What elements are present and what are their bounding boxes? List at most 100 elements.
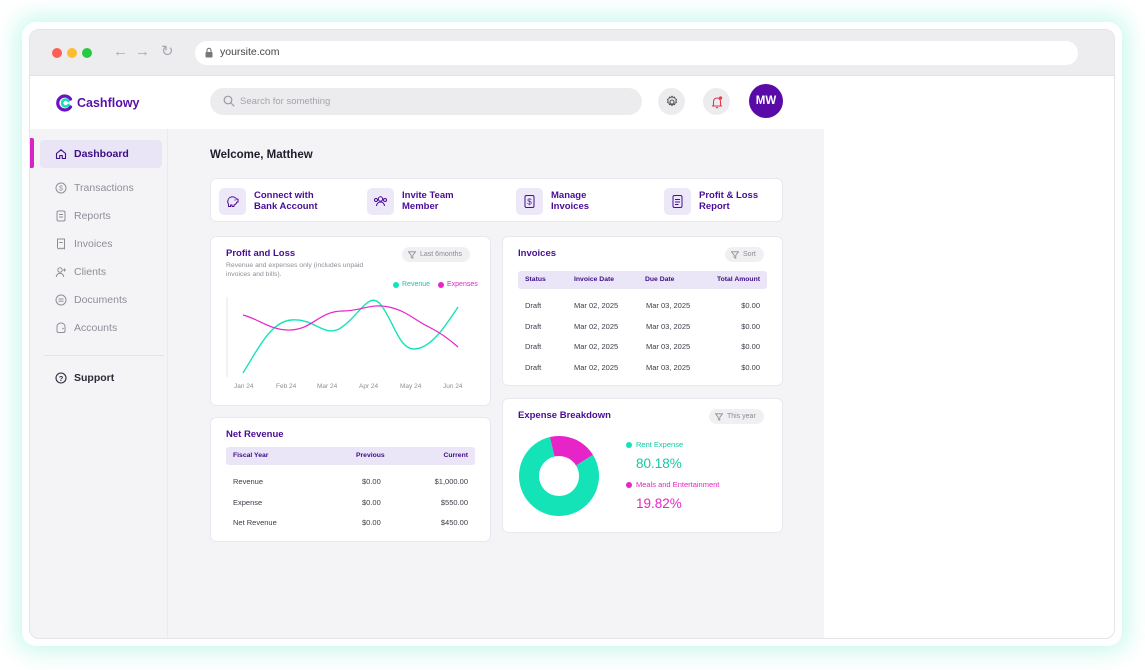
column-header: Invoice Date [574, 276, 615, 283]
expenses-line [242, 305, 459, 348]
sidebar-item-clients[interactable]: Clients [40, 258, 162, 286]
browser-window: ← → ↻ yoursite.com Cashflowy Search [29, 29, 1115, 639]
legend-meals-entertainment: Meals and Entertainment [626, 480, 719, 489]
notifications-button[interactable] [703, 88, 730, 115]
filter-icon [731, 250, 739, 259]
x-tick-label: Jan 24 [234, 383, 254, 390]
card-title: Invoices [518, 248, 557, 259]
logo-text: Cashflowy [77, 96, 140, 110]
x-tick-label: May 24 [400, 383, 422, 390]
connect-bank-action[interactable]: Connect with Bank Account [219, 186, 334, 216]
bell-icon [711, 95, 722, 108]
legend-dot [626, 441, 632, 448]
manage-invoices-action[interactable]: $ Manage Invoices [516, 186, 631, 216]
filter-label: Last 6months [420, 251, 463, 258]
meals-entertainment-percent: 19.82% [636, 496, 682, 511]
current-value: $1,000.00 [434, 477, 468, 486]
sidebar-item-transactions[interactable]: $ Transactions [40, 174, 162, 202]
sidebar-item-reports[interactable]: Reports [40, 202, 162, 230]
sidebar-item-label: Accounts [74, 322, 118, 334]
profit-loss-card: Profit and Loss Revenue and expenses onl… [210, 236, 491, 406]
total-amount: $0.00 [741, 301, 760, 310]
due-date: Mar 03, 2025 [646, 342, 691, 351]
action-label-line2: Member [402, 201, 439, 212]
main-content: Welcome, Matthew Connect with Bank Accou… [168, 129, 824, 638]
row-label: Revenue [233, 477, 264, 486]
rent-expense-percent: 80.18% [636, 456, 682, 471]
svg-text:$: $ [527, 197, 532, 206]
invoice-date: Mar 02, 2025 [574, 301, 619, 310]
column-header: Current [443, 452, 468, 459]
donut-slice-rent-expense [519, 437, 599, 516]
legend-revenue: Revenue [393, 281, 430, 288]
sidebar-item-label: Support [74, 372, 115, 384]
row-label: Net Revenue [233, 518, 277, 527]
sidebar: Dashboard $ Transactions Reports Invoice… [30, 129, 168, 638]
sidebar-item-support[interactable]: ? Support [40, 364, 162, 392]
period-filter[interactable]: This year [709, 409, 764, 424]
back-arrow-icon[interactable]: ← [113, 43, 128, 60]
column-header: Total Amount [716, 276, 760, 283]
donut-slice-meals-and-entertainment [549, 436, 593, 466]
invoice-status: Draft [525, 363, 542, 372]
net-revenue-card: Net Revenue Fiscal Year Previous Current… [210, 417, 491, 542]
sidebar-item-dashboard[interactable]: Dashboard [40, 140, 162, 168]
search-icon [223, 95, 235, 107]
revenue-line [242, 299, 459, 374]
avatar[interactable]: MW [749, 84, 783, 118]
reload-icon[interactable]: ↻ [161, 43, 174, 60]
sort-label: Sort [743, 251, 756, 258]
x-tick-label: Apr 24 [359, 383, 379, 390]
sidebar-item-label: Reports [74, 210, 111, 222]
x-tick-label: Mar 24 [317, 383, 338, 390]
column-header: Previous [356, 452, 385, 459]
minimize-window-button[interactable] [67, 48, 77, 58]
filter-label: This year [727, 413, 756, 420]
legend-dot [393, 281, 399, 288]
current-value: $450.00 [440, 518, 468, 527]
team-icon [367, 187, 394, 215]
search-placeholder: Search for something [240, 96, 331, 107]
legend-label: Revenue [402, 281, 431, 288]
due-date: Mar 03, 2025 [646, 363, 691, 372]
logo[interactable]: Cashflowy [56, 93, 140, 113]
quick-actions: Connect with Bank Account Invite Team Me… [210, 178, 783, 222]
legend-rent-expense: Rent Expense [626, 440, 683, 449]
action-label-line2: Bank Account [254, 201, 318, 212]
card-title: Profit and Loss [226, 248, 296, 259]
invoice-status: Draft [525, 342, 542, 351]
invoices-card: Invoices Sort Status Invoice Date Due Da… [502, 236, 783, 386]
avatar-initials: MW [755, 95, 777, 107]
maximize-window-button[interactable] [82, 48, 92, 58]
card-title: Expense Breakdown [518, 410, 611, 421]
sidebar-divider [44, 355, 164, 356]
column-header: Fiscal Year [233, 452, 269, 459]
sidebar-item-invoices[interactable]: Invoices [40, 230, 162, 258]
clients-icon [54, 265, 68, 279]
period-filter[interactable]: Last 6months [402, 247, 471, 262]
sidebar-item-label: Documents [74, 294, 128, 306]
sidebar-item-documents[interactable]: Documents [40, 286, 162, 314]
filter-icon [715, 412, 723, 421]
invite-team-action[interactable]: Invite Team Member [367, 186, 482, 216]
logo-icon [56, 94, 73, 112]
card-subtitle: Revenue and expenses only (includes unpa… [226, 262, 364, 278]
sort-button[interactable]: Sort [725, 247, 764, 262]
address-bar[interactable]: yoursite.com [195, 41, 1078, 65]
previous-value: $0.00 [362, 477, 381, 486]
sidebar-item-accounts[interactable]: Accounts [40, 314, 162, 342]
profit-loss-report-action[interactable]: Profit & Loss Report [664, 186, 779, 216]
sidebar-item-label: Dashboard [74, 148, 129, 160]
page-title: Welcome, Matthew [210, 149, 313, 161]
search-input[interactable]: Search for something [210, 88, 642, 115]
accounts-icon [54, 321, 68, 335]
legend-expenses: Expenses [438, 281, 478, 288]
piggy-bank-icon [219, 187, 246, 215]
settings-button[interactable] [658, 88, 685, 115]
forward-arrow-icon[interactable]: → [135, 43, 150, 60]
invoice-date: Mar 02, 2025 [574, 363, 619, 372]
current-value: $550.00 [440, 498, 468, 507]
close-window-button[interactable] [52, 48, 62, 58]
active-indicator [30, 138, 34, 168]
invoice-date: Mar 02, 2025 [574, 342, 619, 351]
